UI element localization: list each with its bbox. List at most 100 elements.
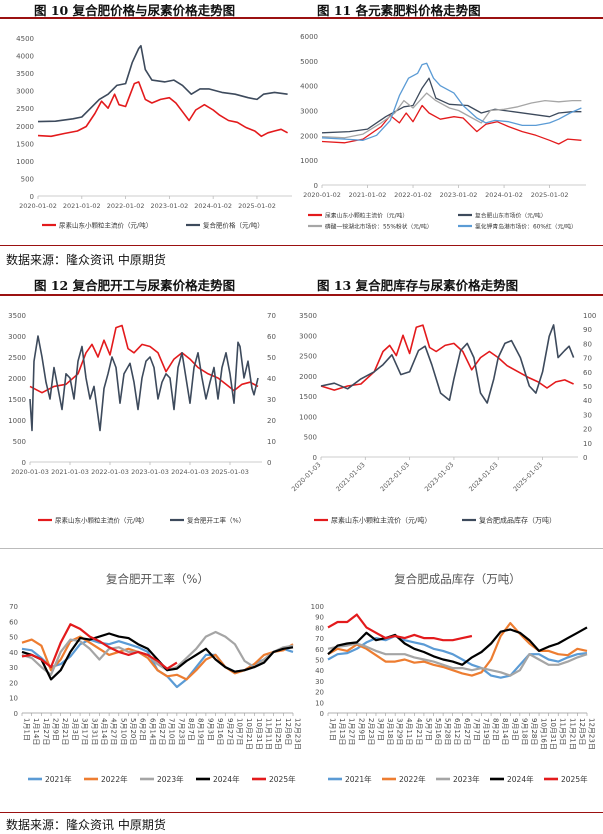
fig10-y-tick-label: 1500 [16,140,34,148]
middle-rule [0,294,603,296]
fig12-x-tick-label: 2023-01-03 [131,468,169,476]
fig10-y-tick-label: 2500 [16,105,34,113]
fig13-x-tick-label: 2021-01-03 [334,461,366,493]
fig10-series-1-line [37,44,288,123]
fig14-x-tick-label: 9月3日 [206,718,214,741]
fig14-x-tick-label: 8月19日 [197,718,205,745]
fig11-y-tick-label: 4000 [300,83,318,91]
fig15-y-tick-label: 60 [315,646,324,654]
fig12-chart: 0 500 1000 1500 2000 2500 3000 3500 0 10 20 30 40 50 6… [8,312,276,525]
fig14-y-tick-label: 10 [9,695,18,703]
fig15-series-2-line [327,642,588,677]
fig11-legend-label-0: 尿素山东小颗粒主流价（元/吨） [325,212,408,220]
fig11-y-tick-label: 3000 [300,108,318,116]
fig13-y-right-tick-label: 30 [583,411,592,419]
fig12-y-right-tick-label: 20 [267,417,276,425]
fig15-y-tick-label: 30 [315,678,324,686]
fig14-y-tick-label: 20 [9,679,18,687]
fig14-x-tick-label: 7月10日 [168,718,176,745]
fig12-x-tick-label: 2022-01-03 [91,468,129,476]
fig14-x-tick-label: 5月10日 [119,718,127,745]
fig14-x-tick-label: 6月14日 [148,718,156,745]
data-source-bottom: 数据来源：隆众资讯 中原期货 [6,818,166,832]
fig13-x-tick-label: 2025-01-03 [512,461,544,493]
top-rule [0,17,603,19]
fig11-x-tick-label: 2023-01-02 [440,191,478,199]
fig10-y-tick-label: 3500 [16,70,34,78]
fig10-y-tick-label: 1000 [16,158,34,166]
fig11-x-tick-label: 2020-01-02 [303,191,341,199]
fig12-x-tick-label: 2025-01-03 [211,468,249,476]
fig10-legend-label-1: 复合肥价格（元/吨） [203,221,264,230]
fig14-x-tick-label: 8月7日 [187,718,195,741]
fig15-y-tick-label: 100 [311,603,324,611]
fig12-y-right-tick-label: 10 [267,438,276,446]
fig11-series-2-line [321,92,582,139]
fig14-series-2-line [21,630,294,676]
fig12-x-tick-label: 2024-01-03 [171,468,209,476]
fig15-x-tick-label: 3月18日 [386,718,394,745]
fig11-y-tick-label: 2000 [300,132,318,140]
fig12-y-tick-label: 3000 [8,333,26,341]
fig13-y-tick-label: 2500 [299,353,317,361]
fig14-series-4-line [21,623,178,670]
fig15-chart: 复合肥成品库存（万吨） 0 10 20 30 40 50 60 70 80 90 100 1月1日 1月1… [311,572,596,784]
fig14-x-tick-label: 3月17日 [81,718,89,745]
fig15-title: 复合肥成品库存（万吨） [394,572,521,586]
fig15-series-3-line [327,626,588,666]
fig11-series-3-line [321,62,582,141]
fig10-x-tick-label: 2020-01-02 [19,202,57,210]
fig15-x-tick-label: 9月28日 [530,718,538,745]
fig15-x-tick-label: 5月7日 [424,718,432,741]
fig13-chart: 0 500 1000 1500 2000 2500 3000 3500 0 10 20 30 40 50 6… [290,312,596,525]
fig12-y-tick-label: 1000 [8,417,26,425]
fig15-x-tick-label: 1月1日 [329,718,337,741]
fig13-y-tick-label: 1500 [299,393,317,401]
fig10-y-tick-label: 2000 [16,123,34,131]
fig13-y-tick-label: 3000 [299,332,317,340]
fig10-y-tick-label: 4500 [16,35,34,43]
fig15-x-tick-label: 7月19日 [482,718,490,745]
fig14-x-tick-label: 2月9日 [52,718,60,741]
fig15-x-tick-label: 10月31日 [549,718,557,750]
fig14-y-tick-label: 50 [9,634,18,642]
fig11-x-tick-label: 2025-01-02 [531,191,569,199]
fig14-x-tick-label: 4月14日 [100,718,108,745]
fig14-x-tick-label: 1月14日 [32,718,40,745]
fig15-x-tick-label: 12月5日 [578,718,586,745]
fig10-chart: 0 500 1000 1500 2000 2500 3000 3500 4000 4500 2020… [16,35,292,230]
fig11-y-tick-label: 6000 [300,33,318,41]
fig15-x-tick-label: 8月14日 [501,718,509,745]
fig12-y-tick-label: 0 [22,459,26,467]
source-rule-bottom [0,812,603,813]
fig11-x-tick-label: 2024-01-02 [485,191,523,199]
fig15-x-tick-label: 11月21日 [568,718,576,750]
fig13-y-right-tick-label: 50 [583,383,592,391]
fig13-y-right-tick-label: 20 [583,426,592,434]
fig15-legend-label-1: 2022年 [399,774,426,784]
fig15-series-1-line [327,622,588,677]
fig13-legend-label-1: 复合肥成品库存（万吨） [479,516,556,525]
fig14-y-tick-label: 70 [9,603,18,611]
fig15-x-tick-label: 5月28日 [444,718,452,745]
fig15-x-tick-label: 6月12日 [453,718,461,745]
fig13-series-0-line [320,324,574,391]
fig14-legend-label-3: 2024年 [213,774,240,784]
fig14-x-tick-label: 7月23日 [177,718,185,745]
fig10-y-tick-label: 4000 [16,53,34,61]
fig13-y-right-tick-label: 90 [583,326,592,334]
fig15-y-tick-label: 70 [315,635,324,643]
fig15-x-tick-label: 5月16日 [434,718,442,745]
fig15-x-tick-label: 2月23日 [367,718,375,745]
fig14-y-tick-label: 30 [9,664,18,672]
fig15-x-tick-label: 2月9日 [357,718,365,741]
source-rule-top [0,245,603,246]
fig14-x-tick-label: 1月1日 [23,718,31,741]
fig11-x-tick-label: 2022-01-02 [394,191,432,199]
fig15-x-tick-label: 6月27日 [463,718,471,745]
fig14-x-tick-label: 3月31日 [90,718,98,745]
fig11-x-tick-label: 2021-01-02 [349,191,387,199]
section-divider [0,548,603,549]
fig14-x-tick-label: 10月21日 [245,718,253,750]
